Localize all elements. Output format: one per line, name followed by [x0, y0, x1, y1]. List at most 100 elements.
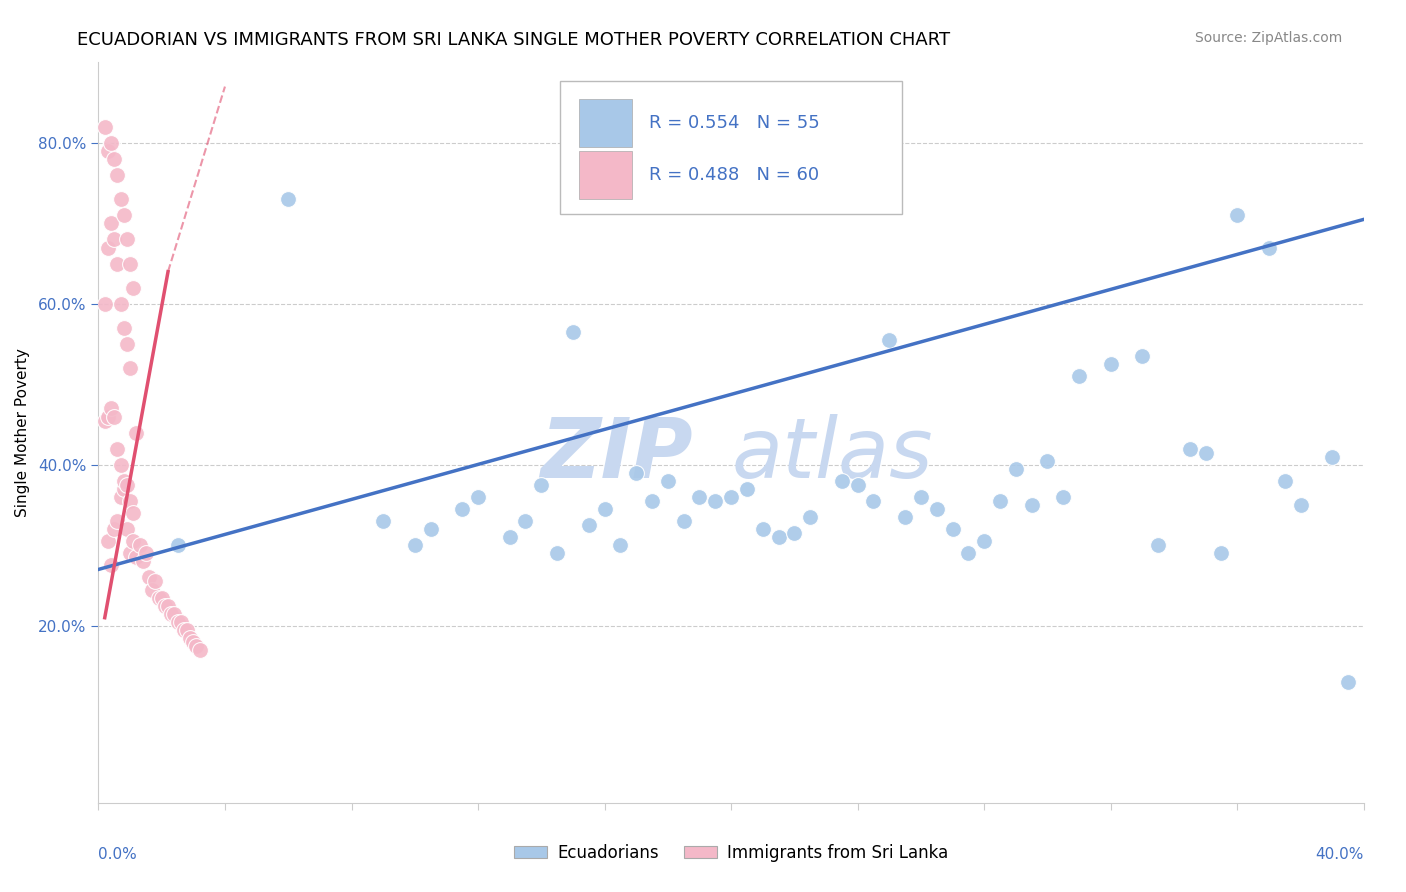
Point	[103, 232, 125, 246]
Point	[122, 281, 145, 295]
Point	[93, 297, 117, 311]
Point	[163, 607, 186, 621]
Point	[371, 514, 394, 528]
Text: R = 0.554   N = 55: R = 0.554 N = 55	[648, 114, 820, 132]
Point	[179, 631, 201, 645]
Point	[112, 321, 135, 335]
Point	[799, 510, 821, 524]
Point	[110, 192, 132, 206]
Point	[115, 337, 138, 351]
Point	[1130, 349, 1153, 363]
Point	[125, 550, 148, 565]
Point	[451, 502, 474, 516]
Point	[120, 257, 141, 271]
Point	[515, 514, 537, 528]
Text: Source: ZipAtlas.com: Source: ZipAtlas.com	[1195, 31, 1343, 45]
Point	[173, 623, 195, 637]
Point	[467, 490, 489, 504]
Point	[188, 643, 211, 657]
Point	[1178, 442, 1201, 456]
Point	[862, 494, 884, 508]
Point	[120, 546, 141, 560]
FancyBboxPatch shape	[579, 99, 633, 147]
Point	[103, 152, 125, 166]
FancyBboxPatch shape	[579, 152, 633, 199]
Point	[120, 494, 141, 508]
Point	[957, 546, 980, 560]
Point	[877, 333, 900, 347]
Point	[1289, 498, 1312, 512]
Point	[1067, 369, 1090, 384]
Point	[97, 240, 120, 254]
Point	[1337, 675, 1360, 690]
Point	[1052, 490, 1074, 504]
Text: 0.0%: 0.0%	[98, 847, 138, 863]
Point	[112, 474, 135, 488]
Point	[704, 494, 727, 508]
Point	[419, 522, 441, 536]
Point	[894, 510, 917, 524]
Point	[925, 502, 948, 516]
Point	[735, 482, 758, 496]
Point	[107, 168, 129, 182]
Text: ECUADORIAN VS IMMIGRANTS FROM SRI LANKA SINGLE MOTHER POVERTY CORRELATION CHART: ECUADORIAN VS IMMIGRANTS FROM SRI LANKA …	[77, 31, 950, 49]
Point	[145, 574, 166, 589]
Point	[973, 534, 995, 549]
Point	[100, 216, 122, 230]
Point	[657, 474, 679, 488]
Point	[1257, 240, 1279, 254]
Point	[97, 409, 120, 424]
Point	[1099, 357, 1122, 371]
Point	[150, 591, 173, 605]
Point	[153, 599, 176, 613]
Point	[1036, 454, 1059, 468]
Point	[1004, 462, 1026, 476]
Point	[107, 442, 129, 456]
Point	[97, 534, 120, 549]
Point	[546, 546, 568, 560]
Point	[166, 538, 188, 552]
Y-axis label: Single Mother Poverty: Single Mother Poverty	[15, 348, 30, 517]
Point	[93, 413, 117, 427]
Point	[97, 144, 120, 158]
FancyBboxPatch shape	[560, 81, 903, 214]
Point	[110, 458, 132, 472]
Point	[942, 522, 965, 536]
Point	[1194, 446, 1216, 460]
Text: ZIP: ZIP	[540, 414, 693, 495]
Point	[624, 466, 647, 480]
Point	[404, 538, 426, 552]
Point	[1274, 474, 1296, 488]
Point	[138, 570, 160, 584]
Point	[100, 558, 122, 573]
Point	[578, 518, 600, 533]
Text: atlas: atlas	[731, 414, 932, 495]
Point	[112, 208, 135, 222]
Point	[128, 538, 150, 552]
Point	[125, 425, 148, 440]
Point	[988, 494, 1011, 508]
Text: 40.0%: 40.0%	[1316, 847, 1364, 863]
Point	[186, 639, 208, 653]
Point	[910, 490, 932, 504]
Point	[107, 514, 129, 528]
Point	[132, 554, 155, 568]
Point	[183, 635, 205, 649]
Point	[157, 599, 180, 613]
Point	[1147, 538, 1170, 552]
Point	[1211, 546, 1233, 560]
Point	[122, 506, 145, 520]
Point	[120, 361, 141, 376]
Point	[110, 490, 132, 504]
Point	[1021, 498, 1043, 512]
Point	[115, 522, 138, 536]
Point	[112, 482, 135, 496]
Point	[169, 615, 191, 629]
Point	[115, 232, 138, 246]
Point	[176, 623, 198, 637]
Point	[160, 607, 183, 621]
Point	[609, 538, 631, 552]
Point	[768, 530, 790, 544]
Point	[103, 522, 125, 536]
Point	[641, 494, 664, 508]
